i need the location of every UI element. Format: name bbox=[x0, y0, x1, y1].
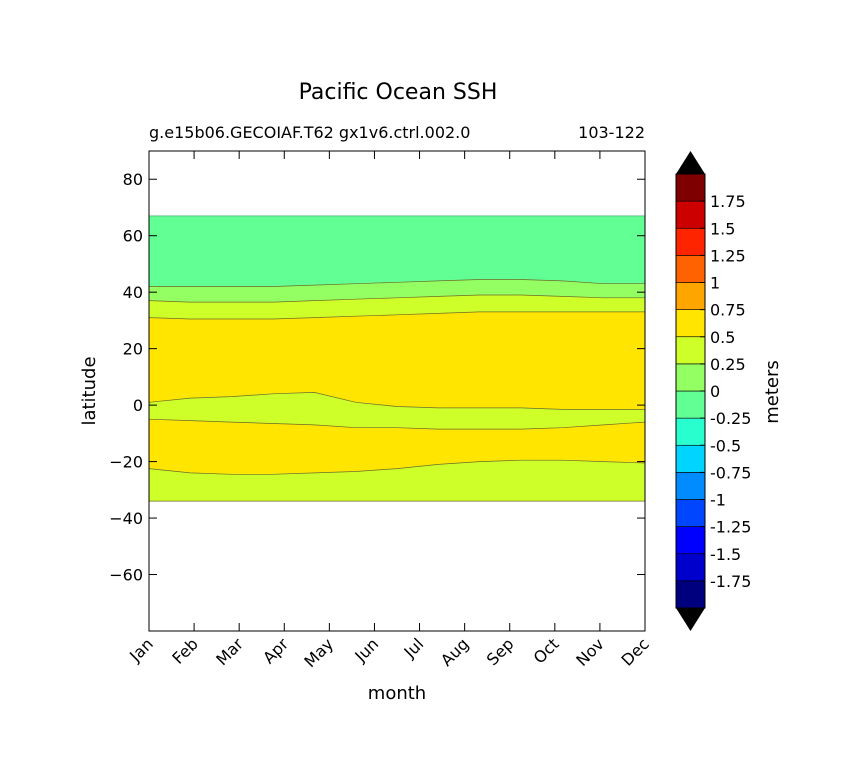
x-axis-label: month bbox=[368, 683, 426, 704]
colorbar-tick-label: -0.25 bbox=[710, 409, 751, 428]
colorbar-tick-label: 1.75 bbox=[710, 192, 746, 211]
chart-title: Pacific Ocean SSH bbox=[299, 80, 498, 105]
chart-subtitle-right: 103-122 bbox=[578, 123, 645, 142]
y-tick-label: 80 bbox=[123, 170, 143, 189]
colorbar-segment bbox=[675, 499, 706, 527]
colorbar-tick-label: -1.5 bbox=[710, 545, 741, 564]
colorbar-tick-label: 1.5 bbox=[710, 219, 735, 238]
x-tick-label: Jan bbox=[125, 634, 157, 666]
contour-line bbox=[148, 294, 645, 303]
y-tick-label: −60 bbox=[109, 566, 143, 585]
colorbar-segment bbox=[675, 336, 706, 365]
x-tick-label: Sep bbox=[483, 634, 518, 669]
colorbar-tick-label: 1.25 bbox=[710, 246, 746, 265]
colorbar-tick-label: -0.75 bbox=[710, 463, 751, 482]
colorbar-tick-label: 1 bbox=[710, 274, 720, 293]
contour-line bbox=[148, 418, 646, 430]
colorbar-segment bbox=[675, 255, 706, 283]
y-tick-label: 20 bbox=[123, 340, 143, 359]
contour-line bbox=[148, 392, 645, 410]
colorbar-extend-low bbox=[676, 608, 705, 631]
contour-line bbox=[149, 279, 645, 287]
colorbar-segment bbox=[675, 580, 706, 609]
x-tick-label: Apr bbox=[259, 634, 292, 667]
colorbar-tick-label: -0.5 bbox=[710, 436, 741, 455]
x-tick-label: Aug bbox=[437, 634, 473, 670]
contour-bands bbox=[148, 215, 646, 502]
colorbar: 1.75 1.5 1.25 1 0.75 0.5 0.25 0 -0.25 -0.5 -0.75 -1… bbox=[675, 151, 751, 631]
colorbar-segment bbox=[675, 363, 706, 392]
colorbar-tick-label: -1.75 bbox=[710, 572, 751, 591]
colorbar-tick-label: -1.25 bbox=[710, 518, 751, 537]
y-tick-label: −20 bbox=[109, 453, 143, 472]
y-axis-label: latitude bbox=[79, 356, 100, 425]
contour-lines bbox=[148, 215, 646, 502]
y-tick-label: 0 bbox=[133, 396, 143, 415]
colorbar-label: meters bbox=[762, 360, 783, 424]
colorbar-segment bbox=[675, 417, 706, 446]
y-tick-label: 60 bbox=[123, 227, 143, 246]
chart-subtitle-left: g.e15b06.GECOIAF.T62 gx1v6.ctrl.002.0 bbox=[149, 123, 470, 142]
plot-frame bbox=[148, 150, 646, 632]
colorbar-tick-label: 0.25 bbox=[710, 355, 746, 374]
colorbar-segment bbox=[675, 309, 706, 338]
colorbar-tick-label: 0.5 bbox=[710, 328, 735, 347]
colorbar-segment bbox=[675, 472, 706, 500]
x-tick-label: Nov bbox=[572, 634, 608, 670]
x-tick-label: Jun bbox=[350, 634, 382, 666]
x-tick-label: Dec bbox=[617, 634, 652, 669]
colorbar-segment bbox=[675, 227, 706, 256]
x-tick-label: Oct bbox=[530, 634, 563, 667]
contour-line bbox=[148, 459, 646, 475]
colorbar-extend-high bbox=[676, 151, 705, 174]
y-tick-label: −40 bbox=[109, 509, 143, 528]
colorbar-segment bbox=[675, 282, 706, 310]
colorbar-segment bbox=[675, 390, 706, 419]
colorbar-segment bbox=[675, 553, 706, 582]
contour-line bbox=[148, 311, 645, 320]
colorbar-segment bbox=[675, 444, 706, 473]
contour-band bbox=[148, 215, 646, 287]
x-tick-label: Feb bbox=[168, 634, 201, 667]
colorbar-segment bbox=[675, 200, 706, 229]
colorbar-tick-label: 0 bbox=[710, 382, 720, 401]
colorbar-tick-label: -1 bbox=[710, 491, 726, 510]
y-axis: 80 60 40 20 0 −20 −40 −60 bbox=[109, 170, 645, 585]
y-tick-label: 40 bbox=[123, 283, 143, 302]
x-tick-label: Jul bbox=[400, 634, 428, 662]
colorbar-segment bbox=[675, 526, 706, 555]
contour-band bbox=[148, 311, 646, 410]
colorbar-segment bbox=[675, 173, 706, 202]
colorbar-tick-label: 0.75 bbox=[710, 301, 746, 320]
x-tick-label: May bbox=[300, 634, 337, 671]
x-tick-label: Mar bbox=[212, 634, 247, 669]
